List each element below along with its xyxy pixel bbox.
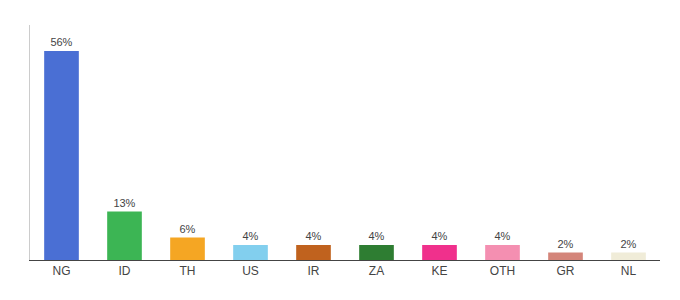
svg-text:4%: 4% [368,230,384,242]
svg-text:2%: 2% [620,238,636,250]
svg-text:NG: NG [53,264,71,278]
svg-text:ID: ID [119,264,131,278]
svg-text:US: US [242,264,259,278]
svg-text:4%: 4% [242,230,258,242]
svg-text:ZA: ZA [369,264,384,278]
svg-text:13%: 13% [113,197,135,209]
svg-text:IR: IR [308,264,320,278]
svg-text:2%: 2% [557,238,573,250]
svg-text:4%: 4% [494,230,510,242]
svg-text:6%: 6% [179,223,195,235]
svg-text:4%: 4% [305,230,321,242]
svg-text:KE: KE [431,264,447,278]
svg-text:56%: 56% [50,36,72,48]
svg-text:4%: 4% [431,230,447,242]
svg-text:OTH: OTH [490,264,515,278]
svg-text:GR: GR [557,264,575,278]
svg-text:NL: NL [621,264,637,278]
svg-text:TH: TH [180,264,196,278]
